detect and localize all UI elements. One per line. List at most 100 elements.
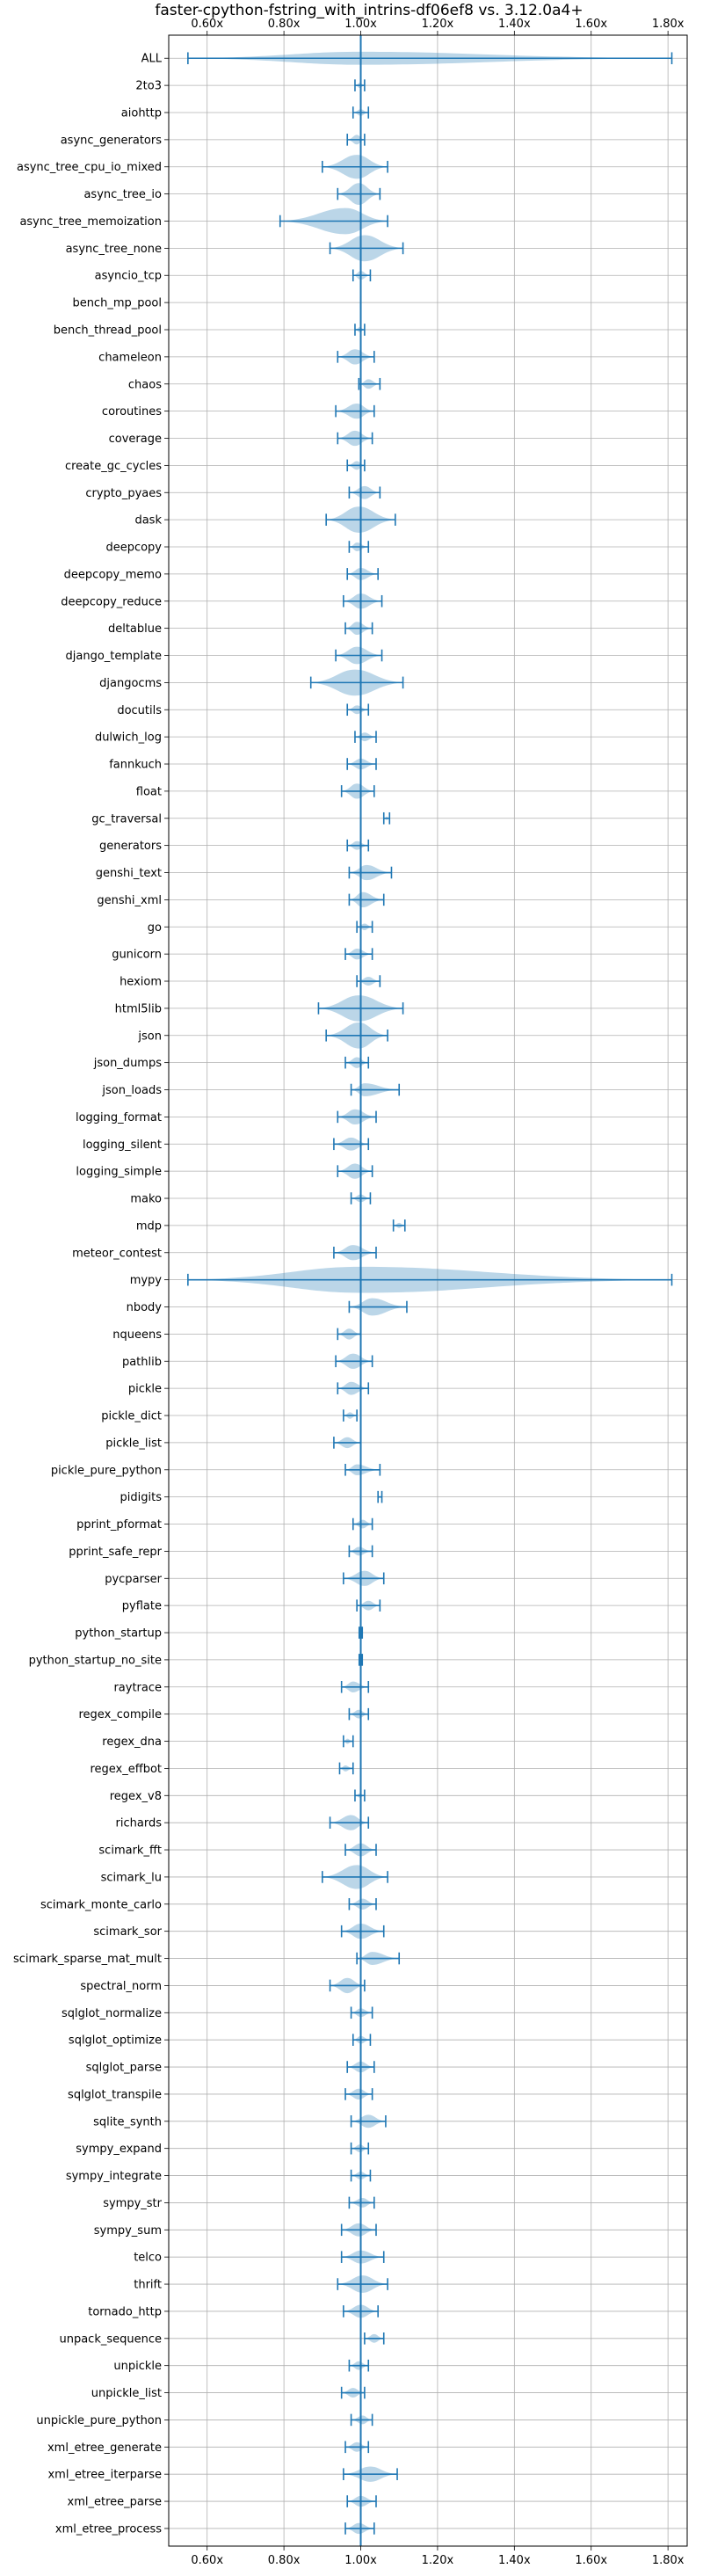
violin-crypto_pyaes (348, 485, 381, 499)
y-tick-label: deepcopy_memo (64, 568, 162, 581)
y-tick-label: thrift (134, 2279, 162, 2292)
y-tick-label: logging_format (76, 1111, 162, 1124)
y-tick-label: gunicorn (112, 949, 162, 962)
y-tick-label: sqlglot_transpile (68, 2088, 162, 2101)
y-tick-label: xml_etree_process (55, 2522, 162, 2536)
violin-pycparser (343, 1570, 385, 1586)
y-tick-label: async_tree_io (83, 188, 162, 201)
y-tick-label: gc_traversal (91, 812, 162, 826)
y-tick-label: sympy_integrate (66, 2170, 162, 2183)
violin-logging_simple (337, 1163, 373, 1179)
y-tick-label: scimark_sor (93, 1925, 162, 1939)
y-tick-label: unpickle (113, 2360, 162, 2373)
violin-deepcopy_memo (346, 567, 379, 580)
violin-docutils (346, 703, 370, 717)
violin-xml_etree_iterparse (343, 2466, 398, 2482)
violin-bench_thread_pool (354, 324, 366, 336)
y-tick-label: xml_etree_iterparse (47, 2469, 162, 2482)
y-tick-label: json_loads (101, 1084, 162, 1097)
y-tick-label: deepcopy (105, 542, 162, 555)
y-tick-label: go (148, 921, 162, 935)
violin-sqlglot_optimize (352, 2034, 372, 2046)
y-tick-label: sqlglot_parse (86, 2062, 162, 2075)
y-tick-label: async_tree_cpu_io_mixed (17, 161, 162, 174)
violin-deepcopy (348, 541, 370, 553)
y-tick-label: xml_etree_parse (68, 2496, 162, 2509)
violin-mypy (187, 1266, 673, 1293)
violin-series (187, 51, 673, 2535)
y-tick-label: chaos (128, 378, 162, 391)
y-tick-label: logging_silent (83, 1139, 162, 1152)
y-tick-label: regex_compile (78, 1708, 162, 1721)
y-tick-label: fannkuch (109, 759, 162, 772)
y-tick-label: pickle_dict (101, 1410, 162, 1423)
y-tick-label: mdp (136, 1219, 162, 1233)
y-tick-label: dulwich_log (95, 731, 162, 745)
violin-unpack_sequence (364, 2332, 385, 2345)
violin-regex_v8 (354, 1789, 366, 1802)
x-tick-label-top: 1.00x (344, 18, 377, 31)
y-tick-label: pycparser (105, 1573, 162, 1586)
violin-raytrace (340, 1680, 370, 1693)
violin-float (340, 783, 375, 799)
violin-xml_etree_process (344, 2522, 375, 2535)
y-tick-label: deltablue (108, 622, 162, 636)
violin-unpickle (348, 2359, 370, 2372)
y-tick-label: async_tree_memoization (19, 215, 162, 229)
y-tick-label: mypy (130, 1274, 163, 1287)
violin-coroutines (335, 403, 375, 419)
y-tick-label: python_startup_no_site (29, 1654, 162, 1667)
y-tick-label: pidigits (120, 1491, 163, 1504)
violin-scimark_monte_carlo (348, 1897, 377, 1910)
y-tick-label: djangocms (99, 677, 162, 690)
y-tick-label: hexiom (120, 976, 162, 989)
violin-json (325, 1022, 388, 1049)
violin-chaos (358, 377, 381, 390)
y-tick-label: genshi_text (96, 867, 162, 880)
violin-scimark_lu (322, 1865, 388, 1889)
plot-frame (168, 34, 688, 2547)
violin-deltablue (344, 622, 373, 636)
y-tick-label: sympy_sum (94, 2224, 162, 2238)
x-tick-label-bottom: 0.80x (268, 2554, 301, 2567)
y-tick-label: float (136, 785, 162, 798)
violin-async_tree_cpu_io_mixed (322, 155, 388, 179)
y-tick-label: mako (130, 1193, 162, 1206)
y-tick-label: regex_v8 (110, 1790, 162, 1803)
y-tick-label: nbody (127, 1301, 163, 1314)
y-tick-label: pickle_list (105, 1437, 162, 1450)
x-tick-label-bottom: 1.40x (498, 2554, 531, 2567)
y-tick-label: spectral_norm (80, 1980, 162, 1993)
y-tick-label: pprint_pformat (76, 1518, 162, 1532)
violin-pickle_pure_python (344, 1463, 381, 1476)
violin-pathlib (335, 1353, 373, 1369)
y-tick-label: python_startup (75, 1627, 162, 1641)
violin-logging_silent (333, 1137, 370, 1151)
y-tick-label: coroutines (102, 405, 162, 418)
y-tick-label: unpickle_list (91, 2387, 162, 2400)
y-tick-label: tornado_http (88, 2305, 162, 2318)
violin-json_dumps (344, 1056, 370, 1069)
y-tick-label: scimark_sparse_mat_mult (13, 1953, 162, 1966)
violin-gunicorn (344, 948, 373, 960)
y-tick-label: telco (134, 2252, 162, 2265)
y-tick-label: ALL (141, 53, 163, 66)
violin-deepcopy_reduce (343, 593, 383, 609)
x-tick-label-bottom: 1.00x (344, 2554, 377, 2567)
y-tick-label: deepcopy_reduce (61, 595, 162, 608)
y-tick-label: logging_simple (76, 1166, 162, 1179)
violin-sympy_sum (340, 2223, 377, 2237)
y-tick-label: json_dumps (93, 1057, 162, 1070)
violin-sqlglot_normalize (350, 2006, 373, 2019)
y-tick-label: xml_etree_generate (47, 2441, 162, 2455)
y-tick-label: bench_mp_pool (72, 297, 162, 310)
y-tick-label: scimark_fft (98, 1845, 162, 1858)
y-tick-label: docutils (117, 704, 162, 717)
x-tick-label-bottom: 1.80x (652, 2554, 685, 2567)
y-tick-label: generators (99, 840, 162, 853)
violin-async_tree_io (337, 183, 381, 205)
y-tick-label: regex_dna (102, 1736, 162, 1749)
violin-scimark_sparse_mat_mult (356, 1952, 401, 1965)
violin-json_loads (350, 1083, 401, 1096)
x-tick-label-top: 0.80x (268, 18, 301, 31)
